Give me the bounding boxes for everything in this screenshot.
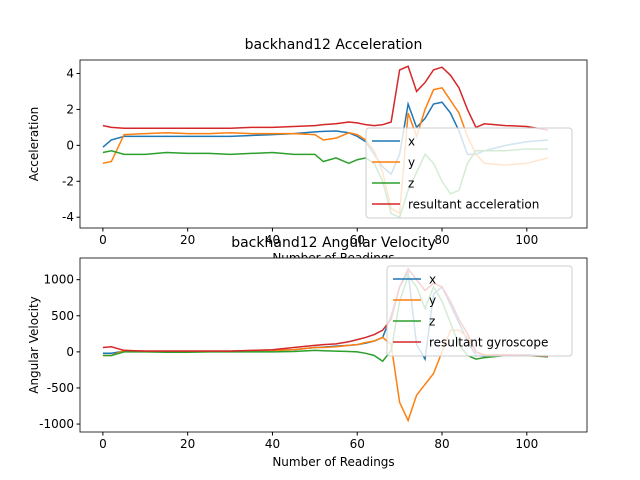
y-tick-label: -1000 [39,417,74,431]
y-tick-label: -500 [47,381,74,395]
legend-label: y [429,294,436,308]
x-tick-label: 20 [180,437,195,451]
x-tick-label: 100 [515,233,538,247]
x-tick-label: 20 [180,233,195,247]
x-tick-label: 100 [515,437,538,451]
y-tick-label: 0 [66,345,74,359]
x-tick-label: 60 [350,233,365,247]
y-tick-label: 4 [66,66,74,80]
y-tick-label: 2 [66,102,74,116]
chart-title: backhand12 Angular Velocity [231,235,436,251]
x-tick-label: 0 [99,437,107,451]
y-tick-label: 1000 [43,273,74,287]
legend-label: x [408,135,415,149]
y-axis-label: Angular Velocity [27,296,41,394]
legend-label: z [408,177,414,191]
legend-label: resultant gyroscope [429,336,548,350]
y-tick-label: -2 [62,174,74,188]
legend-label: x [429,273,436,287]
legend: xyz resultant acceleration [365,127,573,219]
legend: xyz resultant gyroscope [386,265,573,357]
y-tick-label: 0 [66,138,74,152]
x-axis-label: Number of Readings [272,455,394,469]
x-tick-label: 40 [265,437,280,451]
y-tick-label: 500 [51,309,74,323]
y-axis-label: Acceleration [27,107,41,182]
y-tick-label: -4 [62,210,74,224]
series-line [102,65,549,131]
x-tick-label: 0 [99,233,107,247]
x-tick-label: 80 [434,437,449,451]
axes-frame [79,59,588,229]
x-tick-label: 80 [434,233,449,247]
x-tick-label: 60 [350,437,365,451]
legend-box [386,265,573,357]
legend-label: y [408,156,415,170]
legend-box [365,127,573,219]
x-tick-label: 40 [265,233,280,247]
chart-title: backhand12 Acceleration [245,37,423,53]
legend-label: resultant acceleration [408,198,539,212]
legend-label: z [429,315,435,329]
axes-frame [79,257,588,433]
